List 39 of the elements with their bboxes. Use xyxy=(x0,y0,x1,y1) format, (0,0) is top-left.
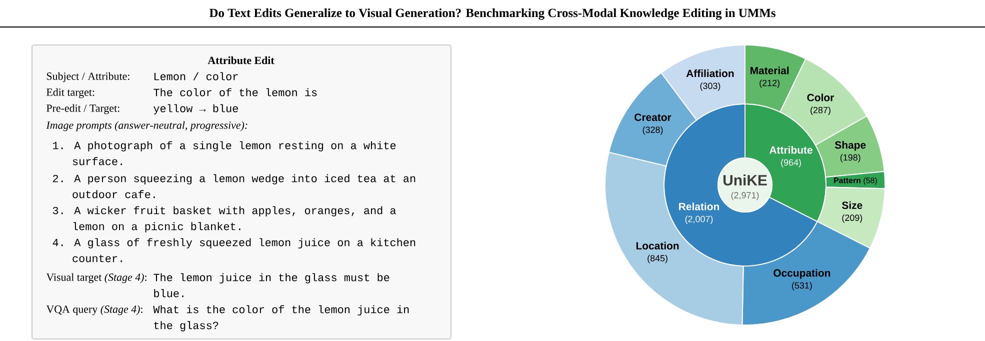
text: The lemon juice in the glass must be blue. xyxy=(154,273,390,298)
slice-label: Relation xyxy=(679,202,719,210)
text: The color of the lemon is xyxy=(154,88,317,96)
text: VQA query (Stage 4): xyxy=(46,305,142,316)
text: (2,971) xyxy=(731,192,759,200)
text: Attribute Edit xyxy=(208,56,274,64)
data-label: (964) xyxy=(781,159,801,168)
text: 3. A wicker fruit basket with apples, oranges, and a lemon on a picnic blanket. xyxy=(52,206,396,232)
text: What is the color of the lemon juice in the glass? xyxy=(153,305,409,332)
slice-label: Location xyxy=(636,242,679,250)
text: Lemon / color xyxy=(154,72,238,80)
slice-label: Size xyxy=(842,201,862,210)
slice-label: Occupation xyxy=(774,269,830,279)
text: Visual target (Stage 4): xyxy=(46,273,146,284)
data-label: (845) xyxy=(648,254,668,264)
slice-label: Attribute xyxy=(769,146,812,154)
data-label: (2,007) xyxy=(685,216,713,224)
text: Edit target: xyxy=(46,88,94,98)
text: 2. A person squeezing a lemon wedge into iced tea at an outdoor cafe. xyxy=(52,174,416,198)
slice-label: Affiliation xyxy=(686,69,734,78)
data-label: (303) xyxy=(700,82,720,91)
data-label: (212) xyxy=(760,80,780,88)
text: UniKE xyxy=(723,174,767,186)
slice-label: Color xyxy=(807,94,834,102)
slice-label: Creator xyxy=(634,114,672,122)
data-label: (209) xyxy=(842,214,862,223)
text: Image prompts (answer-neutral, progressive): xyxy=(46,121,248,132)
text: 1. A photograph of a single lemon resting on a white surface. xyxy=(53,141,396,166)
data-label: (198) xyxy=(840,154,860,162)
text: Pre-edit / Target: xyxy=(46,104,120,114)
text: yellow → blue xyxy=(154,104,238,114)
data-label: (287) xyxy=(810,106,830,115)
slice-label: Material xyxy=(750,66,789,74)
data-label: (531) xyxy=(792,282,812,290)
text: Do Text Edits Generalize to Visual Generation? Benchmarking Cross-Modal Knowledge Editing in UMMs xyxy=(209,8,776,20)
text: Subject / Attribute: xyxy=(46,72,130,82)
text: 4. A glass of freshly squeezed lemon juice on a kitchen counter. xyxy=(52,238,416,262)
data-label: (328) xyxy=(642,126,663,135)
slice-label: Shape xyxy=(834,141,866,151)
